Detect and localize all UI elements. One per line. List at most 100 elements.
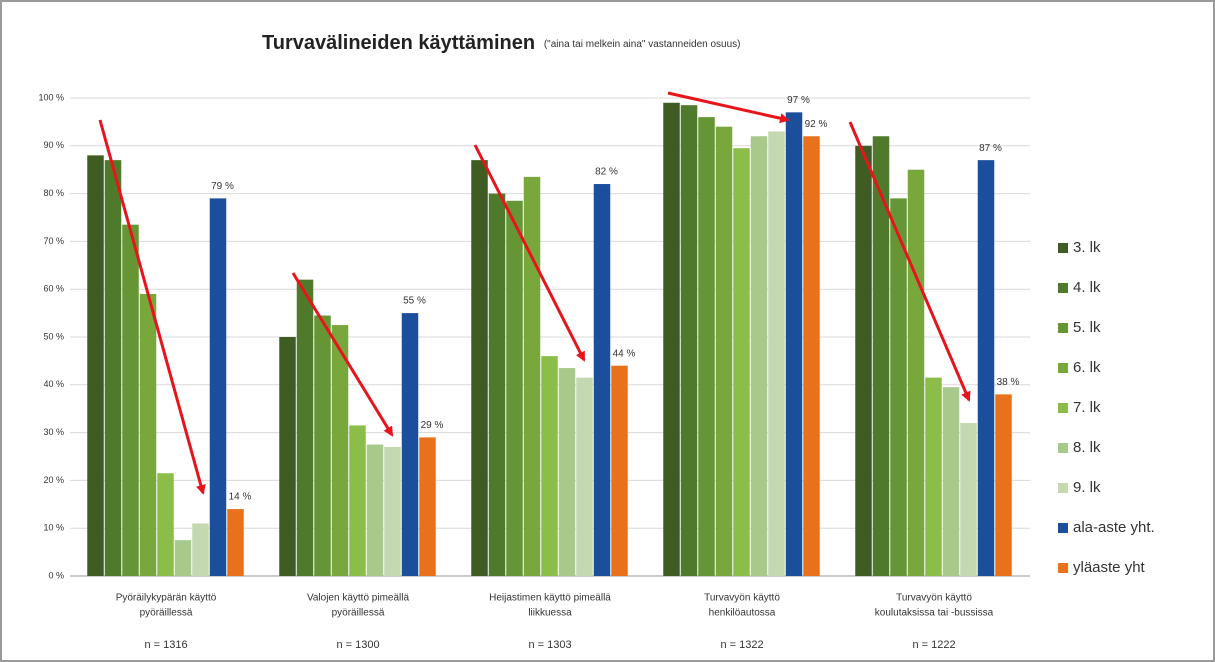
bar [803,136,820,577]
y-tick-label: 0 % [48,570,64,580]
legend-label: 9. lk [1073,479,1101,496]
bar [87,155,104,577]
arrow [848,121,971,402]
bar [401,313,419,576]
y-tick-label: 80 % [43,188,64,198]
legend-label: 5. lk [1073,319,1101,336]
sample-size: n = 1303 [528,639,571,651]
bar [785,112,803,576]
bar [977,160,995,576]
x-tick-label: Turvavyön käyttö [704,593,780,604]
bar [279,337,296,576]
bar [907,169,925,576]
bar [104,160,122,576]
bar [419,437,436,576]
legend-swatch [1058,283,1068,293]
sample-size: n = 1222 [912,639,955,651]
bar [174,540,192,576]
bar [384,446,401,576]
y-tick-label: 20 % [43,475,64,485]
arrow [667,91,790,124]
bar [768,131,785,576]
bar [663,102,680,576]
annotation-arrows [98,91,971,495]
data-label: 44 % [613,348,636,359]
bar [366,444,384,576]
bar [314,315,331,576]
x-tick-label: Turvavyön käyttö [896,593,972,604]
bar [523,176,541,576]
bar [349,425,366,576]
sample-size: n = 1300 [336,639,379,651]
x-tick-label: henkilöautossa [709,608,776,619]
y-tick-label: 90 % [43,140,64,150]
legend-swatch [1058,403,1068,413]
legend-label: 6. lk [1073,359,1101,376]
arrow [473,144,586,362]
arrow [291,272,394,437]
bar [680,105,698,577]
bar [960,423,977,576]
x-tick-label: pyöräillessä [332,608,385,619]
legend-label: ala-aste yht. [1073,519,1155,536]
y-tick-label: 40 % [43,379,64,389]
bar [541,356,558,576]
bar [715,126,733,577]
legend-swatch [1058,483,1068,493]
arrow [98,119,206,495]
bar [157,473,174,576]
bar [506,200,523,576]
bar [872,136,890,577]
bar [122,224,139,577]
bar [192,523,209,576]
legend-label: 4. lk [1073,279,1101,296]
data-label: 79 % [211,181,234,192]
legend-swatch [1058,523,1068,533]
x-tick-label: liikkuessa [528,608,572,619]
legend-swatch [1058,443,1068,453]
bar [139,293,157,576]
bar [925,377,942,576]
legend-swatch [1058,243,1068,253]
x-tick-label: pyöräillessä [140,608,193,619]
bar [890,198,907,576]
bar [227,509,244,576]
legend-label: 8. lk [1073,439,1101,456]
y-tick-label: 60 % [43,284,64,294]
bar [611,365,628,576]
bar [209,198,227,576]
bar [855,145,872,577]
legend-swatch [1058,563,1068,573]
legend-label: 7. lk [1073,399,1101,416]
bar [750,136,768,577]
x-tick-label: Heijastimen käyttö pimeällä [489,593,611,604]
data-label: 97 % [787,95,810,106]
x-tick-label: koulutaksissa tai -bussissa [875,608,994,619]
y-tick-label: 100 % [38,92,64,102]
data-label: 14 % [229,492,252,503]
chart-title: Turvavälineiden käyttäminen ("aina tai m… [262,32,741,54]
data-label: 29 % [421,420,444,431]
bar [296,279,314,576]
sample-size: n = 1316 [144,639,187,651]
bar [488,193,506,576]
bar [558,368,576,576]
y-tick-label: 10 % [43,523,64,533]
data-label: 38 % [997,377,1020,388]
legend-swatch [1058,363,1068,373]
data-label: 87 % [979,143,1002,154]
bar [942,387,960,576]
x-tick-label: Valojen käyttö pimeällä [307,593,410,604]
bar [331,325,349,576]
bar [698,117,715,577]
bar [995,394,1012,576]
x-tick-label: Pyöräilykypärän käyttö [116,593,217,604]
y-tick-label: 30 % [43,427,64,437]
legend-swatch [1058,323,1068,333]
y-tick-label: 50 % [43,331,64,341]
bar [471,160,488,576]
legend-label: 3. lk [1073,239,1101,256]
bar [593,184,611,577]
data-label: 82 % [595,167,618,178]
